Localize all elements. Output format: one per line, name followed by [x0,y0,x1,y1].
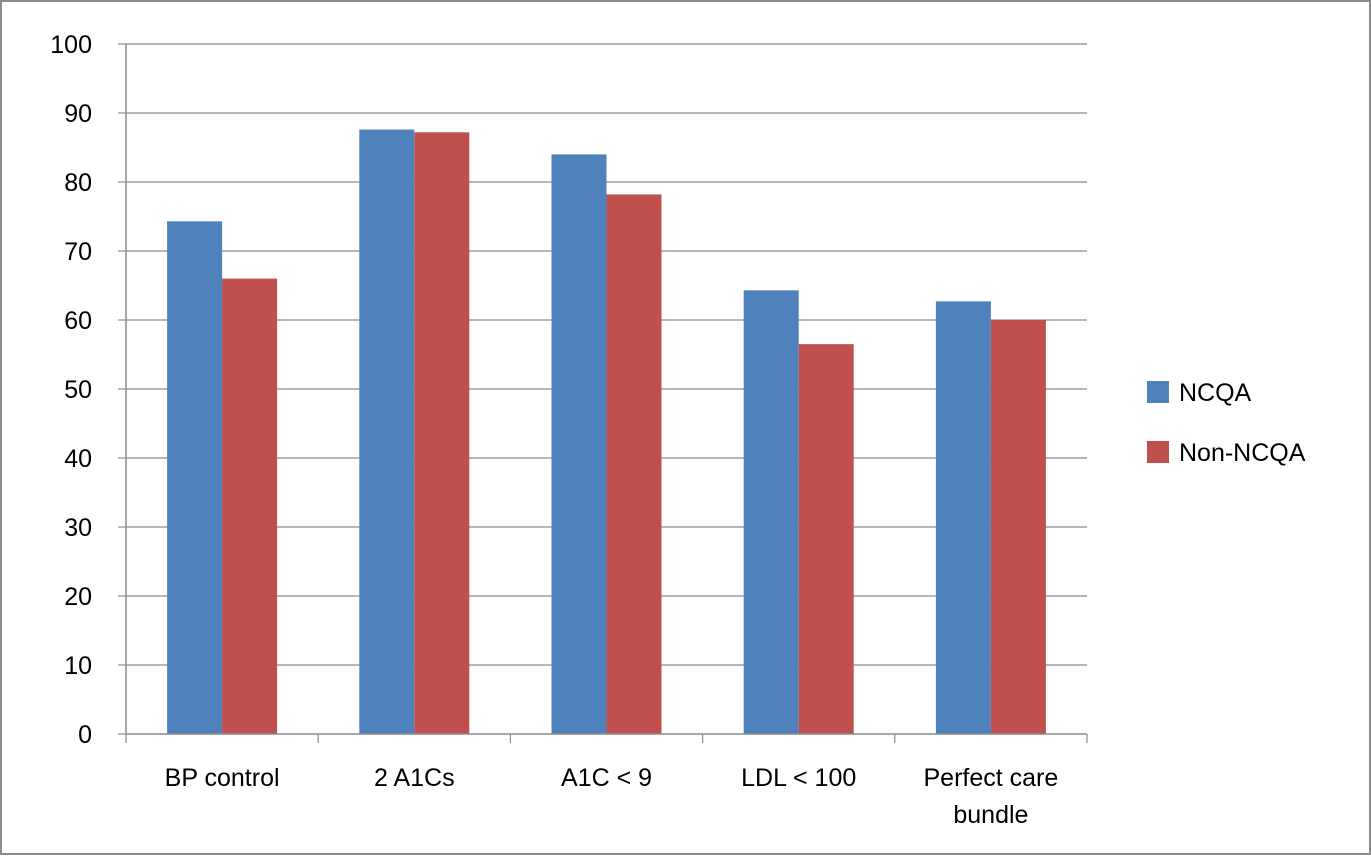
x-category-label: A1C < 9 [561,764,652,792]
bar-non-ncqa [990,320,1046,734]
y-tick-label: 60 [64,307,92,335]
bar-non-ncqa [222,278,278,734]
y-tick-label: 100 [50,31,92,59]
legend-swatch [1147,441,1169,463]
y-tick-label: 80 [64,169,92,197]
legend: NCQA Non-NCQA [1147,379,1306,467]
legend-label: Non-NCQA [1179,439,1306,467]
x-category-labels: BP control 2 A1Cs A1C < 9 LDL < 100 Perfect … [165,764,1059,829]
bar-ncqa [935,301,991,734]
y-tick-label: 70 [64,238,92,266]
legend-label: NCQA [1179,379,1252,407]
legend-swatch [1147,381,1169,403]
x-category-label: LDL < 100 [741,764,856,792]
x-category-label: 2 A1Cs [374,764,455,792]
y-tick-label: 30 [64,514,92,542]
bar-ncqa [551,154,607,734]
bar-ncqa [743,290,799,734]
y-tick-label: 10 [64,652,92,680]
y-tick-label: 40 [64,445,92,473]
bar-non-ncqa [414,132,470,734]
y-tick-labels: 0 10 20 30 40 50 60 70 80 90 100 [50,31,92,749]
x-category-label: Perfect care bundle [924,764,1059,829]
axes [118,43,1088,743]
bar-ncqa [167,221,223,734]
bar-non-ncqa [606,194,662,735]
y-tick-label: 0 [78,721,92,749]
y-tick-label: 50 [64,376,92,404]
bars [167,129,1046,735]
y-tick-label: 20 [64,583,92,611]
bar-non-ncqa [798,344,854,734]
y-tick-label: 90 [64,100,92,128]
bar-ncqa [359,129,415,734]
x-category-label: BP control [165,764,280,792]
